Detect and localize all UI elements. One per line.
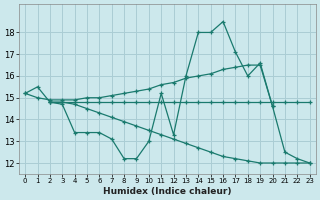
X-axis label: Humidex (Indice chaleur): Humidex (Indice chaleur) bbox=[103, 187, 232, 196]
